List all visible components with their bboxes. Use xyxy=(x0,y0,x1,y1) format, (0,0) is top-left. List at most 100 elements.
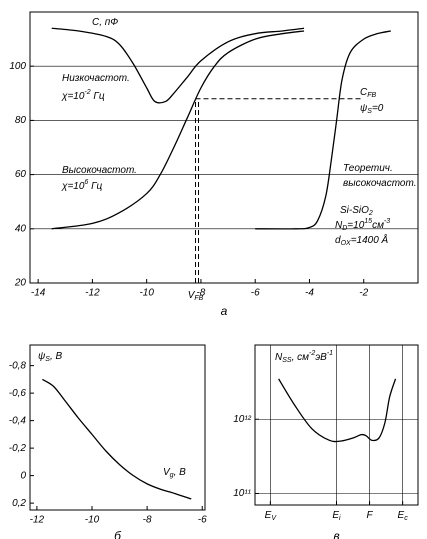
series-line xyxy=(278,378,397,443)
text-part: Si-SiO xyxy=(340,205,369,216)
annotation: Низкочастот. xyxy=(62,73,130,84)
x-tick-label: -12 xyxy=(85,288,100,299)
y-tick-label: 10¹¹ xyxy=(233,488,251,499)
text-part: i xyxy=(339,515,341,522)
text-part: V xyxy=(163,467,171,478)
y-tick-label: -0,8 xyxy=(9,360,27,371)
text-part: Теоретич. xyxy=(343,163,393,174)
annotation: Vg, B xyxy=(163,467,186,479)
text-part: c xyxy=(404,515,408,522)
series-line xyxy=(42,378,192,500)
text-part: E xyxy=(332,510,339,521)
y-tick-label: 100 xyxy=(9,61,26,72)
text-part: -1 xyxy=(327,350,333,357)
y-tick-label: 20 xyxy=(14,278,27,289)
text-part: E xyxy=(398,510,405,521)
annotation: dOX=1400 Å xyxy=(335,233,389,247)
text-part: g xyxy=(170,472,174,479)
annotation: ψS, B xyxy=(38,351,63,363)
y-tick-label: -0,4 xyxy=(9,415,27,426)
caption: б xyxy=(114,529,122,539)
x-tick-label: -6 xyxy=(198,515,207,526)
text-part: , см xyxy=(292,352,310,363)
x-tick-label: F xyxy=(367,510,374,521)
text-part: -3 xyxy=(384,218,390,225)
text-part: =1400 Å xyxy=(351,233,389,246)
text-part: ψ xyxy=(38,351,46,362)
text-part: =0 xyxy=(372,103,384,114)
annotation: ND=1015см-3 xyxy=(335,218,390,232)
text-part: V xyxy=(271,515,277,522)
series-line xyxy=(255,30,391,230)
text-part: Низкочастот. xyxy=(62,73,130,84)
text-part: 6 xyxy=(84,179,88,186)
series-line xyxy=(51,27,305,104)
text-part: ψ xyxy=(360,103,368,114)
text-part: -2 xyxy=(84,89,90,96)
text-part: OX xyxy=(341,240,351,247)
y-tick-label: -0,2 xyxy=(9,443,27,454)
annotation: высокочастот. xyxy=(343,178,417,189)
annotation: CFB xyxy=(360,87,377,99)
y-tick-label: 10¹² xyxy=(233,414,251,425)
text-part: N xyxy=(335,220,343,231)
text-part: , B xyxy=(50,351,63,362)
text-part: см xyxy=(372,220,384,231)
text-part: FB xyxy=(367,92,376,99)
text-part: D xyxy=(342,225,347,232)
annotation: Высокочастот. xyxy=(62,165,137,176)
text-part: d xyxy=(335,235,341,246)
text-part: Гц xyxy=(88,181,102,192)
plot-frame xyxy=(29,344,206,511)
annotation: χ=10-2 Гц xyxy=(61,89,105,102)
y-tick-label: -0,6 xyxy=(9,388,27,399)
y-tick-label: 0 xyxy=(20,470,26,481)
series-line xyxy=(51,30,305,230)
text-part: V xyxy=(188,290,196,301)
caption: в xyxy=(333,529,339,539)
x-tick-label: -14 xyxy=(31,288,46,299)
x-tick-label: -8 xyxy=(196,288,205,299)
text-part: высокочастот. xyxy=(343,178,417,189)
x-tick-label: -2 xyxy=(359,288,368,299)
y-tick-label: 0,2 xyxy=(12,498,26,509)
text-part: C xyxy=(360,87,368,98)
vfb-label: VFB xyxy=(188,290,204,302)
text-part: S xyxy=(367,108,372,115)
text-part: E xyxy=(265,510,272,521)
x-tick-label: -10 xyxy=(85,515,100,526)
annotation: C, пФ xyxy=(92,17,118,28)
text-part: -2 xyxy=(309,350,315,357)
x-tick-label: -10 xyxy=(139,288,154,299)
text-part: Высокочастот. xyxy=(62,165,137,176)
x-tick-label: Ei xyxy=(332,510,341,522)
text-part: 15 xyxy=(364,218,372,225)
text-part: 2 xyxy=(368,210,373,217)
text-part: Гц xyxy=(91,91,105,102)
text-part: χ=10 xyxy=(61,91,85,102)
x-tick-label: -4 xyxy=(305,288,314,299)
annotation: ψS=0 xyxy=(360,103,384,115)
annotation: χ=106 Гц xyxy=(61,179,103,192)
x-tick-label: Ec xyxy=(398,510,409,522)
text-part: N xyxy=(275,352,283,363)
text-part: C, пФ xyxy=(92,17,118,28)
text-part: F xyxy=(367,510,374,521)
text-part: эВ xyxy=(315,352,327,363)
y-tick-label: 60 xyxy=(15,169,27,180)
text-part: SS xyxy=(282,357,292,364)
y-tick-label: 40 xyxy=(15,223,27,234)
text-part: FB xyxy=(194,295,203,302)
caption: а xyxy=(221,304,228,318)
x-tick-label: -6 xyxy=(251,288,260,299)
x-tick-label: EV xyxy=(265,510,278,522)
text-part: =10 xyxy=(347,220,364,231)
annotation: Теоретич. xyxy=(343,163,393,174)
text-part: S xyxy=(45,356,50,363)
text-part: χ=10 xyxy=(61,181,85,192)
text-part: , B xyxy=(174,467,187,478)
annotation: NSS, см-2эВ-1 xyxy=(275,350,333,364)
x-tick-label: -8 xyxy=(143,515,152,526)
